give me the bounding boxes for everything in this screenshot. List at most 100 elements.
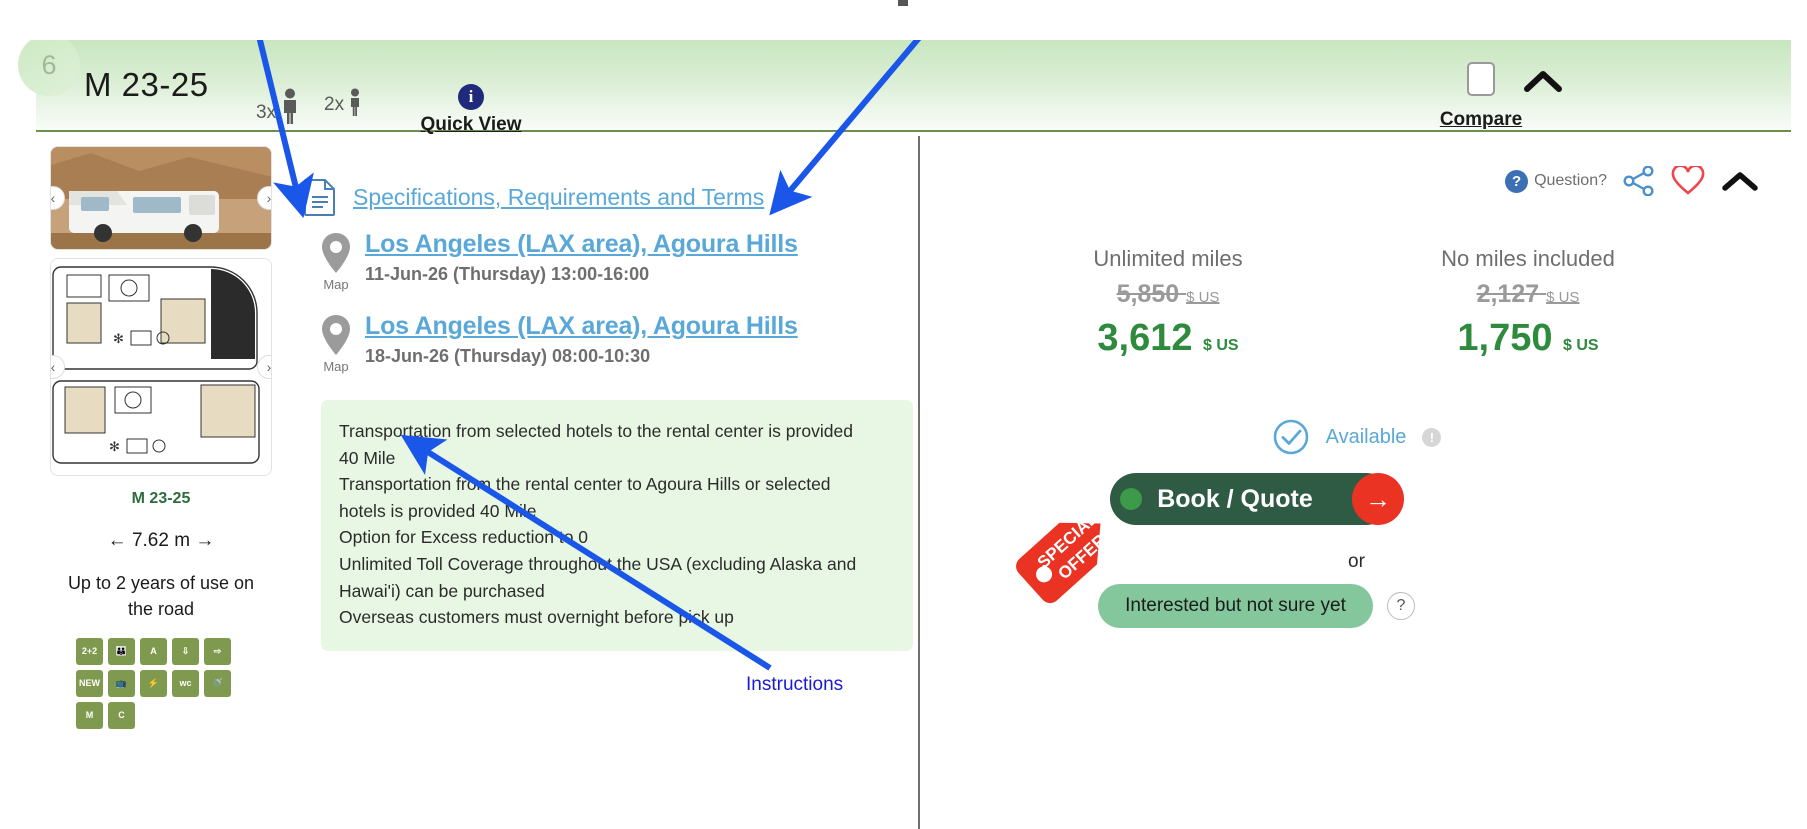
svg-text:✻: ✻ [109,439,120,454]
occupancy-children-count: 2x [324,94,345,115]
feature-icon-list: 2+2 👪 A ⇩ ⇨ NEW 📺 ⚡ wc 🚿 M C [36,638,256,730]
quick-view-group[interactable]: i Quick View [396,84,546,136]
offer-notes-box: Transportation from selected hotels to t… [321,400,913,651]
vehicle-offer-card: 6 M 23-25 3x 2x i Quick View Compare [18,34,1791,829]
dropoff-map-button[interactable]: Map [313,314,359,374]
dropoff-map-caption: Map [323,359,349,374]
feature-icon-shower: 🚿 [204,670,231,698]
arrow-right-icon[interactable]: → [1352,473,1404,525]
info-icon[interactable]: i [458,84,484,110]
price-discounted-value: 3,612 [1097,317,1193,359]
vehicle-photo[interactable]: ‹ › [50,146,272,250]
vehicle-media-column: ‹ › ✻ [36,136,286,829]
chevron-up-icon[interactable] [1721,169,1759,193]
vehicle-length-row: ← 7.62 m → [36,530,286,552]
feature-icon-automatic-transmission: A [140,638,167,666]
share-icon[interactable] [1623,166,1655,196]
child-person-icon [351,88,360,116]
pickup-location-block: Map Los Angeles (LAX area), Agoura Hills… [303,230,943,298]
card-header: M 23-25 3x 2x i Quick View Compare [36,40,1791,135]
compare-group[interactable]: Compare [1421,62,1541,131]
price-original: 2,127 $ US [1348,280,1708,309]
note-line: Transportation from the rental center to… [339,474,831,495]
price-original-currency: $ US [1186,289,1220,306]
book-status-dot-icon [1120,488,1142,510]
price-discounted-currency: $ US [1563,337,1599,354]
annotation-band [0,0,1807,40]
specifications-link[interactable]: Specifications, Requirements and Terms [353,183,765,210]
specifications-row[interactable]: Specifications, Requirements and Terms [303,178,943,216]
dropoff-location-block: Map Los Angeles (LAX area), Agoura Hills… [303,312,943,380]
feature-icon-tv: 📺 [108,670,135,698]
length-left-arrow-icon: ← [107,530,127,551]
help-icon[interactable]: ? [1387,592,1415,620]
dropoff-location-link[interactable]: Los Angeles (LAX area), Agoura Hills [365,312,798,340]
book-quote-label: Book / Quote [1157,484,1313,513]
length-right-arrow-icon: → [195,530,215,551]
map-pin-icon[interactable] [321,232,351,274]
feature-icon-slide-out-down: ⇩ [172,638,199,666]
adult-person-icon [284,88,297,124]
feature-icon-family-plus: 👪 [108,638,135,666]
pickup-map-button[interactable]: Map [313,232,359,292]
feature-icon-2plus2: 2+2 [76,638,103,666]
availability-row: Available ! [920,418,1793,456]
occupancy-children: 2x [324,88,363,116]
pickup-map-caption: Map [323,277,349,292]
vehicle-use-note: Up to 2 years of use on the road [67,573,255,620]
question-label: Question? [1534,172,1607,189]
info-small-icon[interactable]: ! [1422,427,1442,447]
result-index-badge: 6 [18,34,80,96]
svg-text:✻: ✻ [113,331,124,346]
interested-button[interactable]: Interested but not sure yet [1098,584,1373,628]
floorplan-diagram: ✻ ✻ [51,259,271,475]
feature-icon-new: NEW [76,670,103,698]
compare-label[interactable]: Compare [1439,109,1523,130]
price-label: Unlimited miles [1093,246,1243,271]
note-line: Hawai'i) can be purchased [339,580,545,601]
compare-checkbox[interactable] [1467,62,1495,96]
note-line: Unlimited Toll Coverage throughout the U… [339,553,857,574]
price-discounted: 1,750 $ US [1348,317,1708,360]
price-column-unlimited-miles: Unlimited miles 5,850 $ US 3,612 $ US [988,246,1348,360]
feature-icon-manual-transmission: M [76,702,103,730]
note-line: Transportation from selected hotels to t… [339,421,853,441]
feature-icon-c: C [108,702,135,730]
or-separator: or [1348,551,1365,572]
note-line: Overseas customers must overnight before… [339,607,734,628]
feature-icon-slide-out-right: ⇨ [204,638,231,666]
mouse-cursor [898,0,908,6]
price-column-no-miles: No miles included 2,127 $ US 1,750 $ US [1348,246,1708,360]
note-line: Option for Excess reduction to 0 [339,527,589,548]
book-quote-button[interactable]: Book / Quote → [1110,473,1404,525]
price-original-currency: $ US [1546,289,1580,306]
quick-view-link[interactable]: Quick View [420,114,522,135]
price-original: 5,850 $ US [988,280,1348,309]
chevron-up-icon[interactable] [1523,68,1563,99]
vehicle-title: M 23-25 [84,66,209,103]
feature-icon-generator: ⚡ [140,670,167,698]
pricing-actions-column: ? Question? Unlimited miles 5,850 [918,136,1791,829]
offer-details-column: Specifications, Requirements and Terms M… [303,136,943,651]
price-original-value: 2,127 [1476,280,1540,308]
price-discounted: 3,612 $ US [988,317,1348,360]
annotation-instructions: Instructions [746,674,844,695]
pricing-grid: Unlimited miles 5,850 $ US 3,612 $ US No… [988,246,1708,360]
occupancy-adults-count: 3x [256,102,277,123]
check-circle-icon [1273,419,1308,455]
heart-icon[interactable] [1671,166,1705,196]
availability-text: Available [1325,425,1407,448]
question-button[interactable]: ? Question? [1505,169,1607,193]
floorplan-image[interactable]: ✻ ✻ ‹ › [50,258,272,476]
pickup-datetime: 11-Jun-26 (Thursday) 13:00-16:00 [365,264,650,284]
interest-row: Interested but not sure yet ? [1098,584,1415,628]
pickup-location-link[interactable]: Los Angeles (LAX area), Agoura Hills [365,230,798,258]
map-pin-icon[interactable] [321,314,351,356]
note-line: hotels is provided 40 Mile [339,500,537,521]
feature-icon-wc: wc [172,670,199,698]
note-line: 40 Mile [339,447,396,468]
occupancy-adults: 3x [256,88,301,124]
price-label: No miles included [1441,246,1615,271]
price-discounted-currency: $ US [1203,337,1239,354]
vehicle-length-value: 7.62 m [131,530,191,551]
